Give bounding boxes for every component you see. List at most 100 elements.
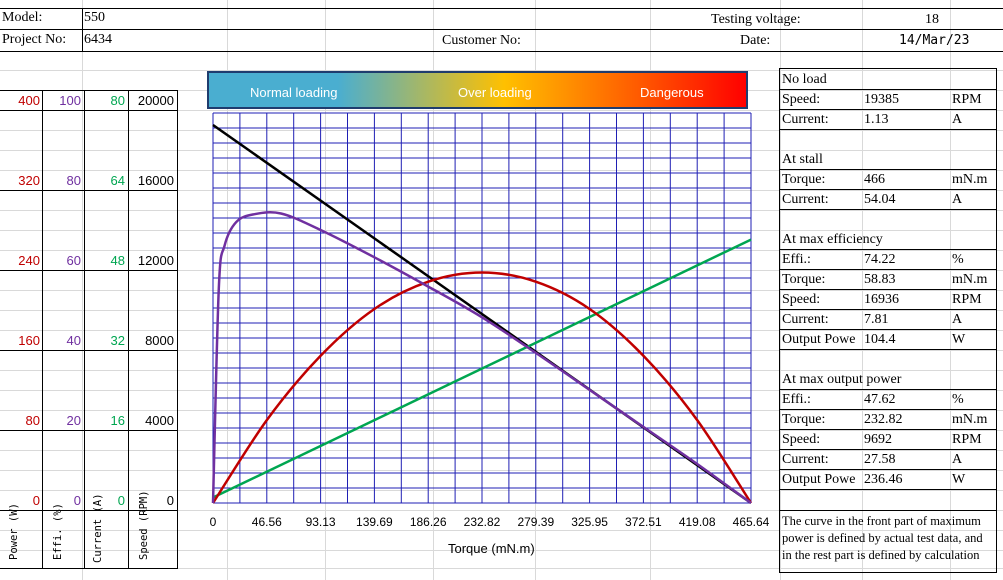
max-power-row-value: 9692 (864, 432, 892, 447)
curve-note-line: The curve in the front part of maximum (782, 514, 981, 528)
panel-bottom-border (779, 572, 997, 573)
panel-left-border (779, 68, 780, 573)
current-axis-tick: 48 (110, 253, 125, 268)
max-efficiency-row-unit: RPM (952, 292, 982, 307)
axis-tick-line (0, 110, 178, 111)
panel-row-line (779, 429, 997, 430)
x-tick-label: 279.39 (517, 515, 555, 529)
stall-row-label: Current: (782, 192, 829, 207)
sheet-col-line (325, 0, 326, 580)
current-axis-tick: 0 (117, 493, 125, 508)
panel-right-border (996, 68, 997, 573)
x-tick-label: 0 (209, 515, 217, 529)
x-tick-label: 232.82 (463, 515, 501, 529)
sheet-col-line (227, 0, 228, 580)
panel-row-line (779, 349, 997, 350)
voltage-value: 18 (925, 12, 939, 27)
power-axis-tick: 400 (18, 93, 40, 108)
axis-col-divider-4 (177, 90, 178, 568)
customer-label: Customer No: (442, 33, 521, 48)
header-bottom-border (0, 51, 1003, 52)
panel-row-line (779, 269, 997, 270)
stall-row-unit: mN.m (952, 172, 988, 187)
speed-axis-tick: 0 (166, 493, 174, 508)
header-mid-border (0, 29, 1003, 30)
project-value: 6434 (84, 32, 112, 47)
no-load-row-unit: A (952, 112, 963, 127)
sheet-col-line (780, 0, 781, 580)
max-power-title: At max output power (782, 372, 902, 387)
max-power-row-label: Output Powe (782, 472, 856, 487)
panel-row-line (779, 409, 997, 410)
sheet-row-line (0, 170, 1003, 171)
axis-table-base (0, 568, 178, 569)
x-tick-label: 93.13 (305, 515, 336, 529)
x-tick-label: 325.95 (571, 515, 608, 529)
current-axis-tick: 32 (110, 333, 125, 348)
sheet-row-line (0, 210, 1003, 211)
axis-tick-line (0, 350, 178, 351)
speed-axis-tick: 12000 (137, 253, 174, 268)
max-efficiency-row-label: Effi.: (782, 252, 811, 267)
axis-table-top (0, 90, 178, 91)
header-divider (82, 8, 83, 51)
x-tick-label: 465.64 (732, 515, 770, 529)
power-axis-tick: 80 (25, 413, 40, 428)
axis-tick-line (0, 190, 178, 191)
max-efficiency-row-value: 104.4 (864, 332, 896, 347)
project-label: Project No: (2, 32, 67, 47)
power-axis-tick: 0 (32, 493, 40, 508)
panel-row-line (779, 109, 997, 110)
header-top-border (0, 8, 1003, 9)
axis-col-divider-3 (128, 90, 129, 568)
current-a-curve (212, 238, 752, 499)
date-value: 14/Mar/23 (899, 33, 970, 48)
sheet-row-line (0, 290, 1003, 291)
max-efficiency-row-label: Torque: (782, 272, 826, 287)
effi-axis-tick: 0 (73, 493, 81, 508)
power-axis-tick: 320 (18, 173, 40, 188)
effi-axis-tick: 40 (66, 333, 81, 348)
panel-row-line (779, 189, 997, 190)
max-power-row-unit: W (952, 472, 966, 487)
sheet-row-line (0, 450, 1003, 451)
loading-zone-banner: Normal loading Over loading Dangerous (207, 71, 748, 109)
sheet-row-line (0, 310, 1003, 311)
max-power-row-label: Torque: (782, 412, 826, 427)
axis-tick-line (0, 270, 178, 271)
sheet-row-line (0, 510, 1003, 511)
max-power-row-value: 47.62 (864, 392, 896, 407)
panel-row-line (779, 389, 997, 390)
current-axis-tick: 64 (110, 173, 125, 188)
sheet-row-line (0, 490, 1003, 491)
max-efficiency-row-value: 7.81 (864, 312, 889, 327)
curve-note-line: power is defined by actual test data, an… (782, 531, 983, 545)
max-efficiency-row-value: 58.83 (864, 272, 896, 287)
sheet-row-line (0, 110, 1003, 111)
speed-axis-tick: 20000 (137, 93, 174, 108)
x-tick-label: 186.26 (409, 515, 447, 529)
sheet-row-line (0, 130, 1003, 131)
sheet-row-line (0, 470, 1003, 471)
max-power-row-value: 236.46 (864, 472, 903, 487)
sheet-row-line (0, 430, 1003, 431)
effi-axis-tick: 20 (66, 413, 81, 428)
sheet-row-line (0, 270, 1003, 271)
curve-note-line: in the rest part is defined by calculati… (782, 548, 980, 562)
panel-row-line (779, 129, 997, 130)
current-axis-tick: 80 (110, 93, 125, 108)
panel-row-line (779, 169, 997, 170)
panel-top-border (779, 68, 997, 69)
sheet-col-line (650, 0, 651, 580)
max-power-row-label: Speed: (782, 432, 821, 447)
max-efficiency-row-label: Speed: (782, 292, 821, 307)
no-load-row-value: 1.13 (864, 112, 889, 127)
max-power-row-label: Current: (782, 452, 829, 467)
max-efficiency-title: At max efficiency (782, 232, 883, 247)
max-efficiency-row-unit: mN.m (952, 272, 988, 287)
axis-tick-line (0, 430, 178, 431)
max-power-row-value: 232.82 (864, 412, 903, 427)
sheet-row-line (0, 530, 1003, 531)
panel-row-line (779, 89, 997, 90)
